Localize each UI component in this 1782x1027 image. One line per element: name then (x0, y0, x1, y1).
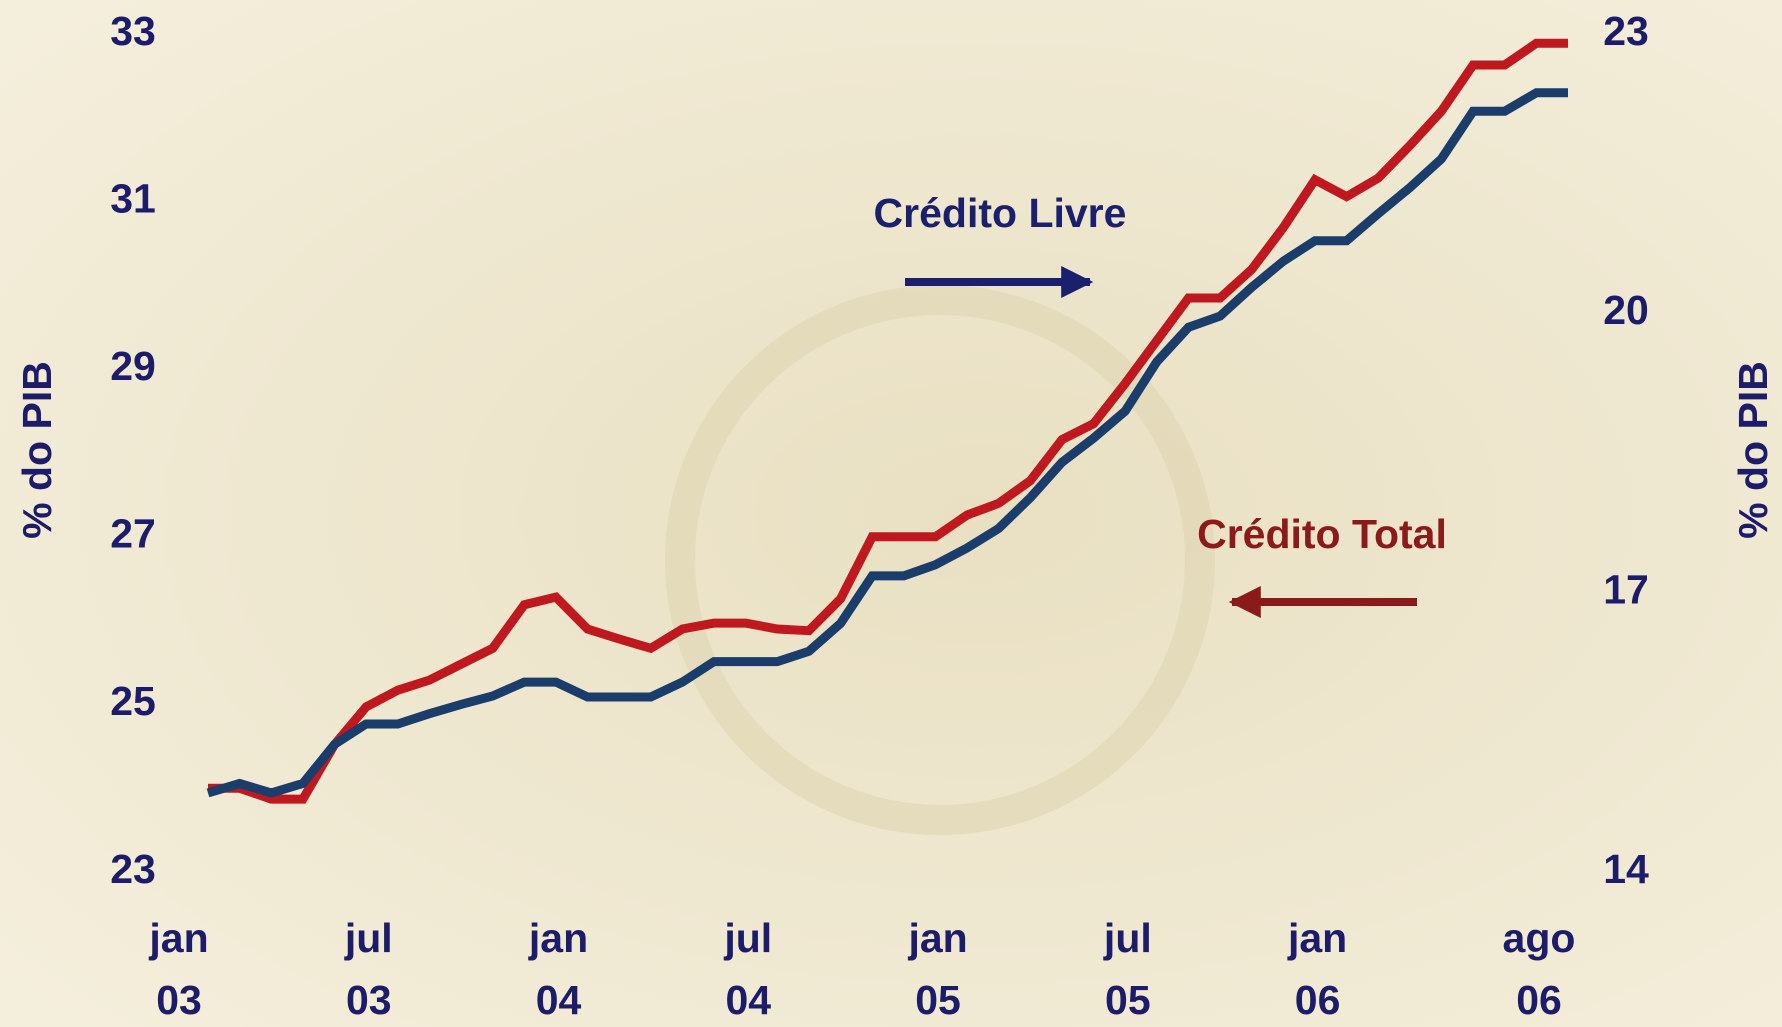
x-tick-label-line: 04 (536, 977, 582, 1023)
y2-tick-label: 14 (1603, 846, 1649, 892)
chart: % do PIB % do PIB 23 25 27 29 31 33 14 17 20 23 ja… (0, 0, 1782, 1027)
y-tick-label: 23 (110, 846, 156, 892)
x-tick-label-line: jul (723, 915, 772, 961)
x-tick-label-line: jan (907, 915, 967, 961)
x-tick-label-line: jan (148, 915, 208, 961)
y2-axis-title: % do PIB (1730, 361, 1776, 539)
x-tick-label-line: 03 (156, 977, 202, 1023)
y-tick-label: 31 (110, 175, 156, 221)
y-tick-label: 33 (110, 8, 156, 54)
y-tick-label: 29 (110, 343, 156, 389)
x-tick-label-line: jan (1287, 915, 1347, 961)
y2-tick-label: 20 (1603, 287, 1649, 333)
x-tick-label-line: ago (1503, 915, 1576, 961)
y-axis-title: % do PIB (14, 361, 60, 539)
x-tick-label-line: 05 (915, 977, 961, 1023)
x-tick-label-line: jul (1103, 915, 1152, 961)
y-tick-label: 27 (110, 511, 156, 557)
x-tick-label-line: 06 (1516, 977, 1562, 1023)
x-tick-label-line: jan (528, 915, 588, 961)
background (0, 0, 1782, 1027)
annotation: Crédito Livre (874, 190, 1127, 236)
y2-tick-label: 17 (1603, 566, 1649, 612)
y-tick-label: 25 (110, 678, 156, 724)
y2-tick-label: 23 (1603, 8, 1649, 54)
annotation: Crédito Total (1197, 511, 1447, 557)
x-tick-label-line: 03 (346, 977, 392, 1023)
x-tick-label-line: 05 (1105, 977, 1151, 1023)
x-tick-label-line: 06 (1295, 977, 1341, 1023)
x-tick-label-line: jul (344, 915, 393, 961)
x-tick-label-line: 04 (725, 977, 771, 1023)
